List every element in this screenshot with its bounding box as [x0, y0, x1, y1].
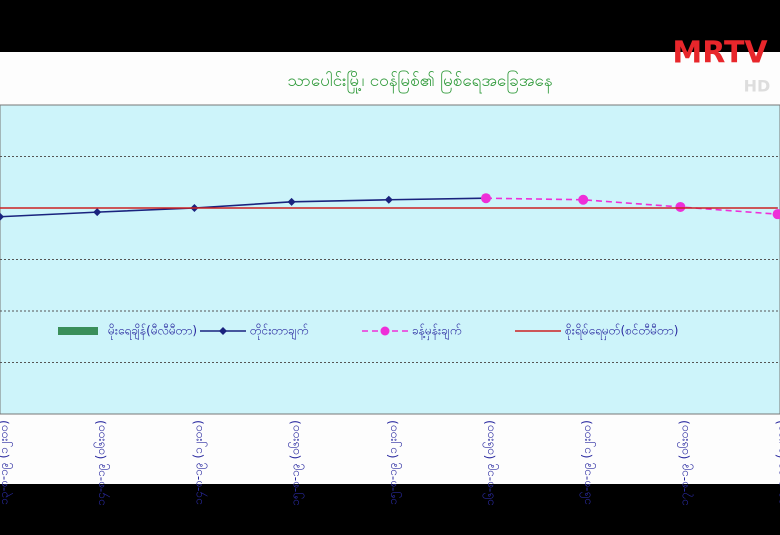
x-tick-label: ၁၆-၈-၁၉ (၀၆း၀၀) [482, 420, 500, 506]
legend-marker [219, 327, 227, 335]
series-line [485, 197, 778, 215]
x-tick-label: ၁၃-၈-၁၉ (၁၂း၀၀) [0, 420, 14, 505]
marker [93, 208, 102, 217]
x-tick-label: ၁၅-၈-၁၉ (၀၆း၀၀) [287, 420, 305, 506]
marker [772, 209, 780, 220]
logo-brand: MRTV [672, 36, 768, 71]
x-tick-label: ၁၇-၈-၁၉ (၁၂း၀၀) [774, 420, 780, 505]
x-tick-label: ၁၆-၈-၁၉ (၁၂း၀၀) [579, 420, 597, 505]
legend-label: ခန့်မှန်းချက် [412, 323, 461, 341]
x-tick-label: ၁၅-၈-၁၉ (၁၂း၀၀) [385, 420, 402, 505]
marker [384, 195, 393, 204]
legend-label: တိုင်းတာချက် [250, 323, 308, 341]
x-tick-label: ၁၄-၈-၁၉ (၀၆း၀၀) [93, 420, 111, 506]
marker [287, 197, 296, 206]
series-line [0, 197, 487, 218]
marker [578, 194, 589, 205]
legend-swatch [58, 327, 98, 335]
x-tick-label: ၁၇-၈-၁၉ (၀၆း၀၀) [676, 420, 694, 506]
legend-label: မိုးရေချိန်(မီလီမီတာ) [108, 323, 197, 341]
logo-quality: HD [744, 77, 771, 96]
marker [675, 201, 686, 212]
x-tick-label: ၁၄-၈-၁၉ (၁၂း၀၀) [191, 420, 208, 505]
legend-label: စိုးရိမ်ရေမှတ်(စင်တီမီတာ) [565, 323, 678, 341]
marker [0, 212, 4, 221]
marker [481, 193, 491, 204]
chart-title: သာပေါင်းမြို့၊ ငဝန်မြစ်၏ မြစ်ရေအခြေအနေ [287, 69, 552, 94]
legend-marker [380, 326, 390, 336]
